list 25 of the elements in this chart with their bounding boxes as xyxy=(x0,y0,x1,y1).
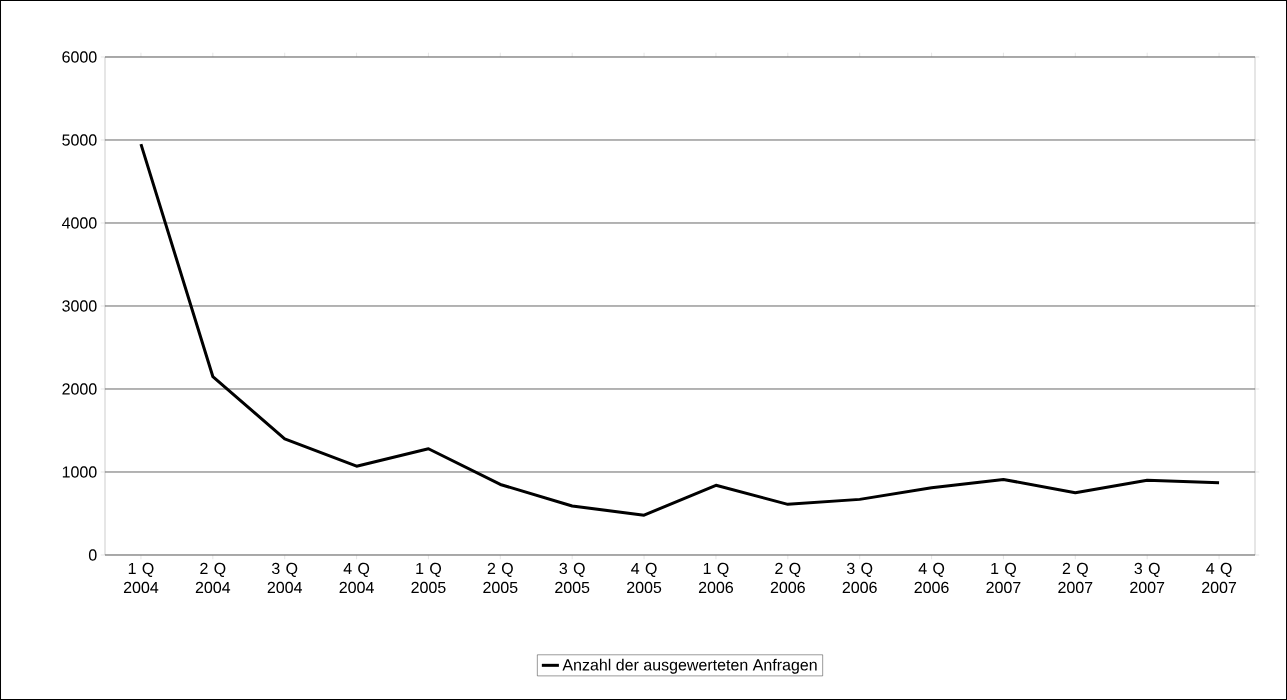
x-tick-label: 1 Q 2006 xyxy=(698,562,734,594)
x-tick-label: 2 Q 2007 xyxy=(1058,562,1093,594)
x-tick-label: 1 Q 2007 xyxy=(986,562,1021,594)
x-tick-label: 2 Q 2004 xyxy=(195,562,231,594)
y-tick-label: 3000 xyxy=(62,300,97,312)
y-tick-label: 0 xyxy=(88,549,97,561)
x-tick-label: 4 Q 2007 xyxy=(1202,562,1237,594)
y-tick-label: 5000 xyxy=(62,134,97,146)
x-tick-label: 3 Q 2004 xyxy=(267,562,303,594)
x-tick-label: 4 Q 2006 xyxy=(914,562,949,594)
x-tick-label: 3 Q 2005 xyxy=(555,562,590,594)
y-tick-label: 2000 xyxy=(62,383,97,395)
y-tick-label: 6000 xyxy=(62,51,97,63)
x-tick-label: 2 Q 2005 xyxy=(483,562,518,594)
legend-label: Anzahl der ausgewerteten Anfragen xyxy=(562,658,817,674)
y-tick-label: 4000 xyxy=(61,217,97,229)
x-tick-label: 3 Q 2007 xyxy=(1130,562,1165,594)
line-series xyxy=(139,142,1221,517)
x-tick-label: 1 Q 2005 xyxy=(411,562,446,594)
x-tick-label: 3 Q 2006 xyxy=(842,562,877,594)
x-tick-label: 4 Q 2004 xyxy=(339,562,374,594)
x-tick-label: 2 Q 2006 xyxy=(770,562,805,594)
y-tick-label: 1000 xyxy=(62,466,97,478)
x-tick-label: 4 Q 2005 xyxy=(627,562,662,594)
x-tick-label: 1 Q 2004 xyxy=(123,562,159,594)
